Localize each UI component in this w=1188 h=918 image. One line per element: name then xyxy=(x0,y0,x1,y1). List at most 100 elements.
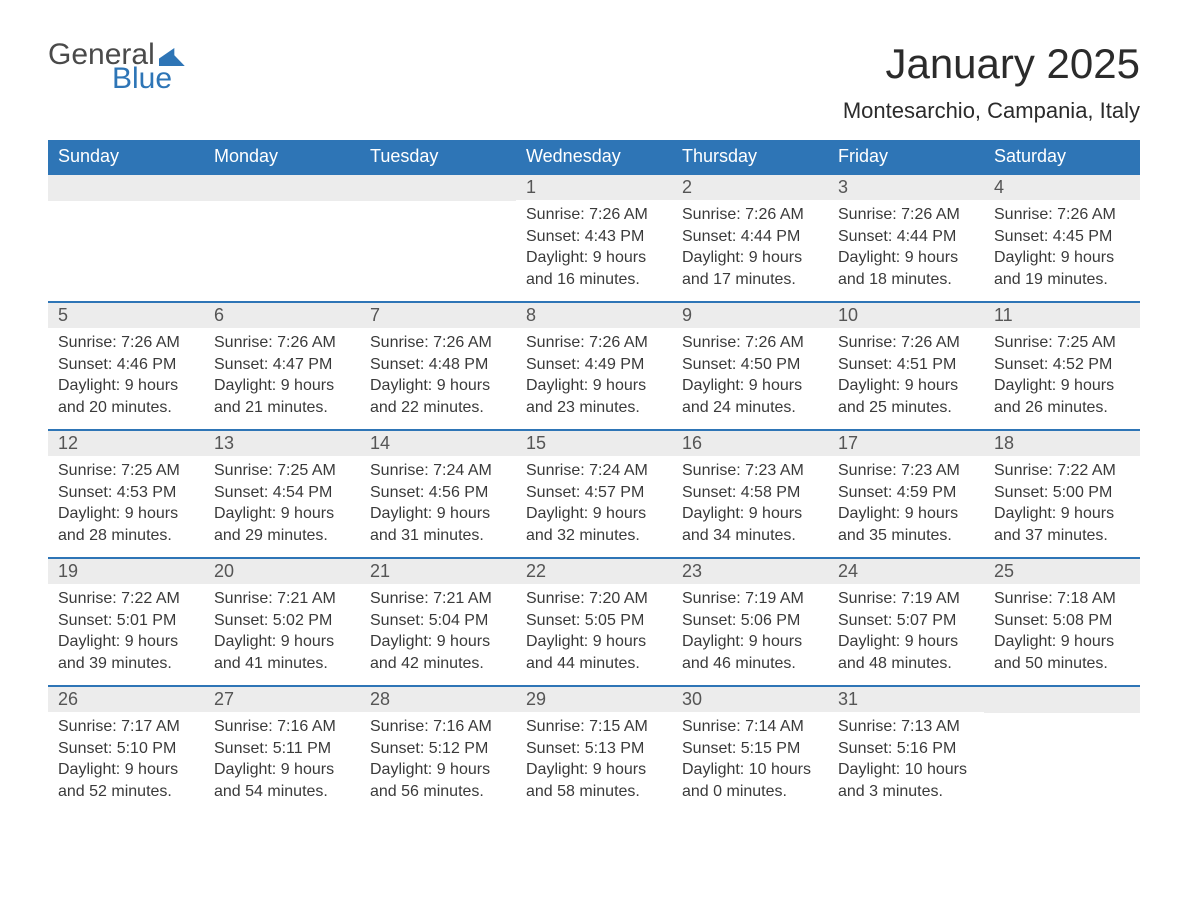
day-sunset: Sunset: 4:43 PM xyxy=(526,226,662,248)
day-sunset: Sunset: 5:12 PM xyxy=(370,738,506,760)
day-number: 11 xyxy=(984,303,1140,328)
day-sunrise: Sunrise: 7:26 AM xyxy=(838,204,974,226)
day-sunset: Sunset: 4:51 PM xyxy=(838,354,974,376)
day-sunrise: Sunrise: 7:19 AM xyxy=(682,588,818,610)
day-header: Monday xyxy=(204,140,360,174)
day-daylight2: and 21 minutes. xyxy=(214,397,350,419)
day-sunrise: Sunrise: 7:23 AM xyxy=(682,460,818,482)
day-daylight2: and 52 minutes. xyxy=(58,781,194,803)
day-daylight2: and 46 minutes. xyxy=(682,653,818,675)
day-body: Sunrise: 7:26 AMSunset: 4:44 PMDaylight:… xyxy=(672,200,828,300)
day-sunrise: Sunrise: 7:18 AM xyxy=(994,588,1130,610)
day-daylight1: Daylight: 9 hours xyxy=(682,247,818,269)
day-body: Sunrise: 7:26 AMSunset: 4:43 PMDaylight:… xyxy=(516,200,672,300)
calendar-cell: 15Sunrise: 7:24 AMSunset: 4:57 PMDayligh… xyxy=(516,430,672,558)
day-number: 26 xyxy=(48,687,204,712)
page-header: General Blue January 2025 Montesarchio, … xyxy=(48,40,1140,134)
day-header: Friday xyxy=(828,140,984,174)
day-sunset: Sunset: 5:16 PM xyxy=(838,738,974,760)
calendar-cell: 24Sunrise: 7:19 AMSunset: 5:07 PMDayligh… xyxy=(828,558,984,686)
day-daylight1: Daylight: 9 hours xyxy=(370,375,506,397)
calendar-cell: 5Sunrise: 7:26 AMSunset: 4:46 PMDaylight… xyxy=(48,302,204,430)
day-header: Wednesday xyxy=(516,140,672,174)
day-daylight1: Daylight: 9 hours xyxy=(370,631,506,653)
day-body: Sunrise: 7:16 AMSunset: 5:12 PMDaylight:… xyxy=(360,712,516,812)
day-number: 19 xyxy=(48,559,204,584)
day-sunrise: Sunrise: 7:17 AM xyxy=(58,716,194,738)
calendar-cell: 12Sunrise: 7:25 AMSunset: 4:53 PMDayligh… xyxy=(48,430,204,558)
day-body: Sunrise: 7:25 AMSunset: 4:52 PMDaylight:… xyxy=(984,328,1140,428)
day-number: 7 xyxy=(360,303,516,328)
day-daylight1: Daylight: 9 hours xyxy=(58,631,194,653)
day-sunset: Sunset: 5:08 PM xyxy=(994,610,1130,632)
day-sunset: Sunset: 4:50 PM xyxy=(682,354,818,376)
day-sunrise: Sunrise: 7:13 AM xyxy=(838,716,974,738)
day-body: Sunrise: 7:26 AMSunset: 4:51 PMDaylight:… xyxy=(828,328,984,428)
day-body: Sunrise: 7:20 AMSunset: 5:05 PMDaylight:… xyxy=(516,584,672,684)
day-sunset: Sunset: 4:53 PM xyxy=(58,482,194,504)
day-sunrise: Sunrise: 7:24 AM xyxy=(370,460,506,482)
day-number: 3 xyxy=(828,175,984,200)
day-daylight2: and 54 minutes. xyxy=(214,781,350,803)
day-sunrise: Sunrise: 7:15 AM xyxy=(526,716,662,738)
day-sunrise: Sunrise: 7:19 AM xyxy=(838,588,974,610)
day-number: 17 xyxy=(828,431,984,456)
day-header: Saturday xyxy=(984,140,1140,174)
day-daylight1: Daylight: 9 hours xyxy=(994,375,1130,397)
calendar-cell: 8Sunrise: 7:26 AMSunset: 4:49 PMDaylight… xyxy=(516,302,672,430)
day-body: Sunrise: 7:26 AMSunset: 4:44 PMDaylight:… xyxy=(828,200,984,300)
day-body: Sunrise: 7:23 AMSunset: 4:59 PMDaylight:… xyxy=(828,456,984,556)
day-body: Sunrise: 7:13 AMSunset: 5:16 PMDaylight:… xyxy=(828,712,984,812)
calendar-cell: 10Sunrise: 7:26 AMSunset: 4:51 PMDayligh… xyxy=(828,302,984,430)
day-sunrise: Sunrise: 7:14 AM xyxy=(682,716,818,738)
day-sunrise: Sunrise: 7:26 AM xyxy=(994,204,1130,226)
day-body: Sunrise: 7:21 AMSunset: 5:02 PMDaylight:… xyxy=(204,584,360,684)
day-sunset: Sunset: 4:56 PM xyxy=(370,482,506,504)
day-sunset: Sunset: 5:15 PM xyxy=(682,738,818,760)
day-daylight2: and 25 minutes. xyxy=(838,397,974,419)
day-sunset: Sunset: 4:44 PM xyxy=(838,226,974,248)
day-number: 6 xyxy=(204,303,360,328)
day-header: Sunday xyxy=(48,140,204,174)
day-number: 30 xyxy=(672,687,828,712)
day-daylight2: and 31 minutes. xyxy=(370,525,506,547)
day-daylight2: and 32 minutes. xyxy=(526,525,662,547)
calendar-week-row: 26Sunrise: 7:17 AMSunset: 5:10 PMDayligh… xyxy=(48,686,1140,814)
day-daylight2: and 20 minutes. xyxy=(58,397,194,419)
day-daylight1: Daylight: 9 hours xyxy=(58,759,194,781)
day-body: Sunrise: 7:14 AMSunset: 5:15 PMDaylight:… xyxy=(672,712,828,812)
day-body: Sunrise: 7:25 AMSunset: 4:54 PMDaylight:… xyxy=(204,456,360,556)
location-subtitle: Montesarchio, Campania, Italy xyxy=(843,98,1140,124)
calendar-cell: 18Sunrise: 7:22 AMSunset: 5:00 PMDayligh… xyxy=(984,430,1140,558)
calendar-week-row: 5Sunrise: 7:26 AMSunset: 4:46 PMDaylight… xyxy=(48,302,1140,430)
day-number: 1 xyxy=(516,175,672,200)
day-sunset: Sunset: 4:59 PM xyxy=(838,482,974,504)
day-daylight2: and 35 minutes. xyxy=(838,525,974,547)
calendar-cell: 9Sunrise: 7:26 AMSunset: 4:50 PMDaylight… xyxy=(672,302,828,430)
day-body: Sunrise: 7:15 AMSunset: 5:13 PMDaylight:… xyxy=(516,712,672,812)
day-number: 29 xyxy=(516,687,672,712)
day-sunset: Sunset: 5:13 PM xyxy=(526,738,662,760)
day-daylight2: and 37 minutes. xyxy=(994,525,1130,547)
day-daylight2: and 39 minutes. xyxy=(58,653,194,675)
day-number: 21 xyxy=(360,559,516,584)
day-sunset: Sunset: 5:00 PM xyxy=(994,482,1130,504)
day-sunset: Sunset: 4:47 PM xyxy=(214,354,350,376)
day-number: 25 xyxy=(984,559,1140,584)
calendar-cell: 2Sunrise: 7:26 AMSunset: 4:44 PMDaylight… xyxy=(672,174,828,302)
day-sunrise: Sunrise: 7:26 AM xyxy=(214,332,350,354)
day-daylight2: and 48 minutes. xyxy=(838,653,974,675)
calendar-cell: 20Sunrise: 7:21 AMSunset: 5:02 PMDayligh… xyxy=(204,558,360,686)
day-body: Sunrise: 7:26 AMSunset: 4:48 PMDaylight:… xyxy=(360,328,516,428)
brand-logo: General Blue xyxy=(48,40,185,94)
day-number: 2 xyxy=(672,175,828,200)
calendar-cell: 22Sunrise: 7:20 AMSunset: 5:05 PMDayligh… xyxy=(516,558,672,686)
day-sunset: Sunset: 5:02 PM xyxy=(214,610,350,632)
day-daylight1: Daylight: 9 hours xyxy=(838,503,974,525)
day-number: 20 xyxy=(204,559,360,584)
day-daylight1: Daylight: 9 hours xyxy=(994,631,1130,653)
calendar-week-row: 12Sunrise: 7:25 AMSunset: 4:53 PMDayligh… xyxy=(48,430,1140,558)
day-daylight1: Daylight: 9 hours xyxy=(214,503,350,525)
day-daylight1: Daylight: 9 hours xyxy=(526,247,662,269)
day-body: Sunrise: 7:22 AMSunset: 5:01 PMDaylight:… xyxy=(48,584,204,684)
